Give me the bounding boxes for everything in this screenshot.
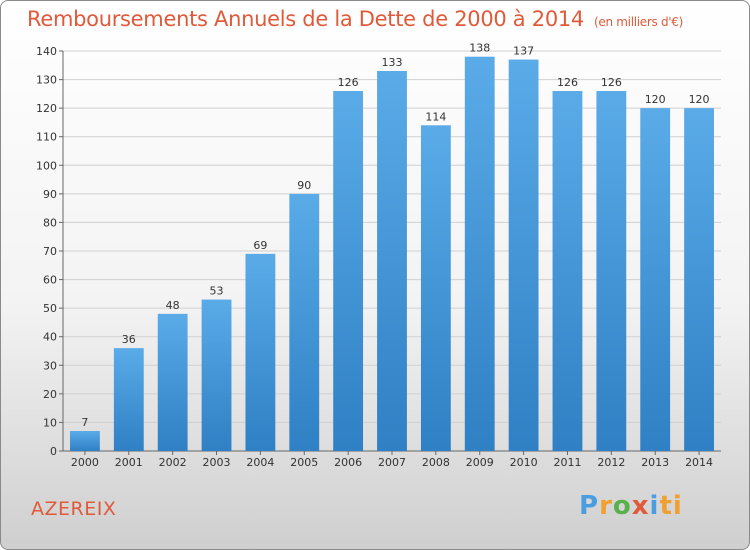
bar-value-label: 69 [253,239,267,252]
bar-value-label: 90 [297,179,311,192]
x-tick-label: 2006 [334,456,362,469]
y-tick-label: 60 [43,274,57,287]
bar-value-label: 126 [557,76,578,89]
x-tick-label: 2009 [466,456,494,469]
x-tick-label: 2007 [378,456,406,469]
bar [464,56,495,451]
bar [684,108,714,452]
proxiti-logo: Proxiti [579,491,683,521]
bar [157,313,188,451]
y-tick-label: 20 [43,388,57,401]
bar-value-label: 120 [689,93,710,106]
y-tick-label: 140 [36,45,57,58]
y-tick-label: 40 [43,331,57,344]
y-tick-label: 80 [43,216,57,229]
bar-value-label: 53 [210,285,224,298]
bar [289,193,320,451]
logo-letter: r [599,491,613,521]
logo-letter: o [612,491,632,521]
bar [377,71,407,451]
chart-title-text: Remboursements Annuels de la Dette de 20… [27,7,584,31]
y-tick-label: 0 [50,445,57,458]
y-tick-label: 10 [43,416,57,429]
x-tick-label: 2011 [553,456,581,469]
x-tick-label: 2003 [203,456,231,469]
bar [640,108,671,452]
logo-letter: i [649,491,660,521]
bar-value-label: 137 [513,45,534,58]
x-tick-label: 2000 [71,456,99,469]
commune-name: AZEREIX [31,498,117,520]
x-tick-label: 2014 [685,456,713,469]
bar-value-label: 120 [645,93,666,106]
logo-letter: ti [659,491,683,521]
bar-value-label: 7 [81,416,88,429]
chart-subtitle: (en milliers d'€) [594,15,684,29]
bar [333,91,364,451]
y-tick-label: 100 [36,159,57,172]
bar-value-label: 126 [338,76,359,89]
bar-value-label: 114 [425,110,446,123]
x-tick-label: 2010 [510,456,538,469]
logo-letter: x [631,491,650,521]
bar [70,431,100,451]
y-tick-label: 30 [43,359,57,372]
chart-title: Remboursements Annuels de la Dette de 20… [27,7,683,31]
x-tick-label: 2002 [159,456,187,469]
logo-letter: P [579,491,600,521]
bar-value-label: 48 [166,299,180,312]
y-tick-label: 110 [36,131,57,144]
x-tick-label: 2012 [597,456,625,469]
bar [420,125,451,452]
bar [245,253,276,451]
bar-value-label: 133 [382,56,403,69]
bar-value-label: 126 [601,76,622,89]
x-tick-label: 2004 [246,456,274,469]
y-tick-label: 120 [36,102,57,115]
y-tick-label: 50 [43,302,57,315]
bar-value-label: 138 [469,42,490,55]
y-tick-label: 90 [43,188,57,201]
bar [596,91,627,451]
bar [508,59,539,451]
x-tick-label: 2008 [422,456,450,469]
x-tick-label: 2005 [290,456,318,469]
x-tick-label: 2013 [641,456,669,469]
bar [552,91,583,451]
bar-value-label: 36 [122,333,136,346]
bar [201,299,232,451]
y-tick-label: 130 [36,74,57,87]
x-tick-label: 2001 [115,456,143,469]
y-tick-label: 70 [43,245,57,258]
bars [70,56,714,452]
data-labels: 7 36 48 53 69 90 126 133 114 138 137 126 126 120 120 [81,42,709,429]
bar [113,348,144,451]
